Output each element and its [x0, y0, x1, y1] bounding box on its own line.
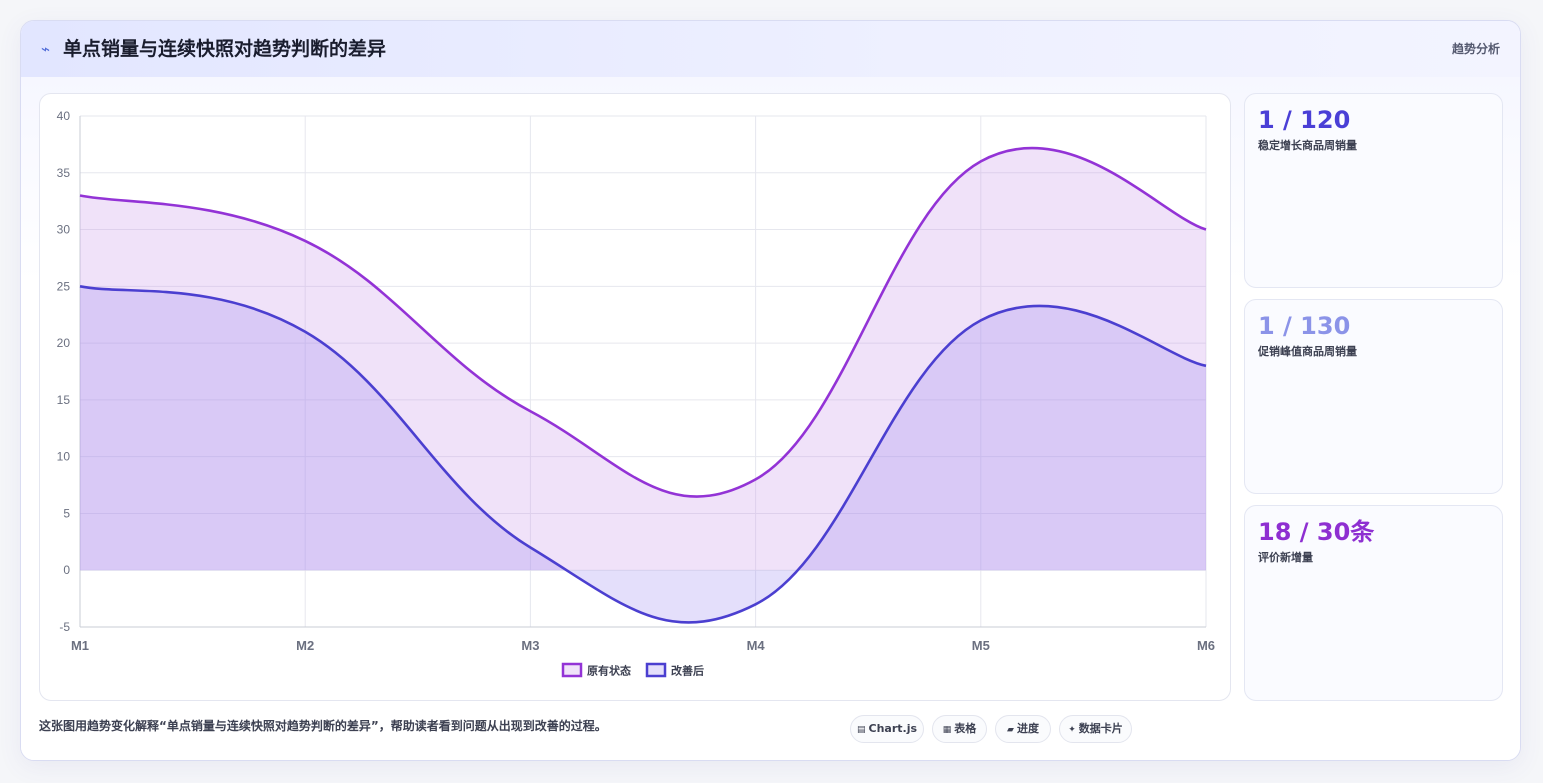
chip-chartjs[interactable]: ▤ Chart.js [850, 715, 924, 743]
chip-label: Chart.js [868, 722, 918, 735]
x-tick-label: M3 [521, 638, 539, 653]
sparkle-icon: ✦ [1068, 725, 1076, 735]
page-title: 单点销量与连续快照对趋势判断的差异 [63, 38, 387, 60]
chip-label: 表格 [954, 722, 977, 735]
progress-icon: ▰ [1007, 725, 1014, 735]
y-tick-label: 15 [57, 393, 71, 407]
chart-card: ⌁ 单点销量与连续快照对趋势判断的差异 趋势分析 40 35 30 25 20 15 10 5… [20, 20, 1521, 761]
stat-card-reviews: 18 / 30条 评价新增量 [1244, 505, 1503, 701]
y-tick-label: -5 [59, 620, 70, 634]
card-body: 40 35 30 25 20 15 10 5 0 -5 M1 M2 M3 M4 M5 M6 原有状态 改善后 1 … [21, 77, 1520, 760]
y-tick-label: 30 [57, 223, 71, 237]
table-icon: ▦ [942, 725, 952, 735]
chip-table[interactable]: ▦ 表格 [932, 715, 987, 743]
stat-value: 18 / 30条 [1258, 518, 1375, 546]
x-tick-label: M1 [71, 638, 89, 653]
chip-label: 进度 [1016, 722, 1039, 735]
series-line-0 [79, 146, 1207, 498]
chart-icon: ▤ [856, 725, 866, 735]
chip-data-card[interactable]: ✦ 数据卡片 [1059, 715, 1132, 743]
x-tick-label: M2 [296, 638, 314, 653]
stat-value: 1 / 120 [1258, 106, 1351, 134]
series-area-1 [80, 286, 1206, 623]
stat-label: 促销峰值商品周销量 [1258, 345, 1357, 358]
chart-panel: 40 35 30 25 20 15 10 5 0 -5 M1 M2 M3 M4 M5 M6 原有状态 改善后 [39, 93, 1231, 701]
stat-label: 稳定增长商品周销量 [1258, 139, 1357, 152]
series-area-0 [80, 147, 1206, 571]
y-tick-label: 35 [57, 166, 71, 180]
y-tick-label: 40 [57, 109, 71, 123]
chip-label: 数据卡片 [1078, 722, 1123, 735]
legend-swatch [561, 662, 583, 678]
legend-label: 改善后 [671, 664, 704, 678]
chart-caption: 这张图用趋势变化解释“单点销量与连续快照对趋势判断的差异”，帮助读者看到问题从出… [39, 719, 607, 733]
x-tick-label: M5 [972, 638, 990, 653]
y-tick-label: 5 [63, 506, 70, 520]
stat-card-steady: 1 / 120 稳定增长商品周销量 [1244, 93, 1503, 288]
stat-value: 1 / 130 [1258, 312, 1351, 340]
stat-card-promo: 1 / 130 促销峰值商品周销量 [1244, 299, 1503, 494]
y-tick-label: 10 [57, 450, 71, 464]
y-tick-label: 20 [57, 336, 71, 350]
stat-label: 评价新增量 [1258, 551, 1313, 564]
area-chart: 40 35 30 25 20 15 10 5 0 -5M1 M2 M3 M4 M5 M6 原有状态 改善后 [57, 109, 1215, 678]
category-tag: 趋势分析 [1451, 42, 1500, 56]
trend-wave-icon: ⌁ [41, 40, 51, 58]
series-line-1 [79, 285, 1207, 624]
legend-label: 原有状态 [587, 664, 631, 678]
x-tick-label: M6 [1197, 638, 1215, 653]
chip-progress[interactable]: ▰ 进度 [995, 715, 1051, 743]
x-tick-label: M4 [747, 638, 766, 653]
y-tick-label: 0 [63, 563, 70, 577]
legend-swatch [645, 662, 667, 678]
card-header: ⌁ 单点销量与连续快照对趋势判断的差异 趋势分析 [21, 21, 1520, 78]
y-tick-label: 25 [57, 279, 71, 293]
